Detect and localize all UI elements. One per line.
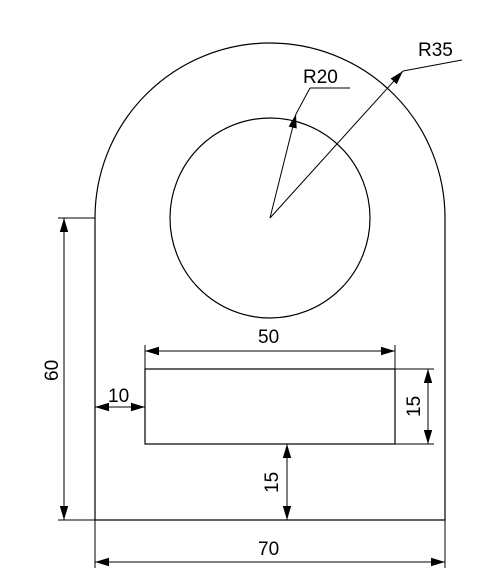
inner-hole <box>169 117 371 319</box>
dim-width: 70 <box>94 520 446 568</box>
dim-height: 60 <box>42 217 95 521</box>
slot-base-gap-label: 15 <box>262 472 283 493</box>
dim-slot-offset: 10 <box>95 386 145 412</box>
slot-width-label: 50 <box>258 327 279 348</box>
height-label: 60 <box>42 360 63 381</box>
part-outline <box>94 42 446 521</box>
r20-label: R20 <box>303 67 338 88</box>
r20-leader: R20 <box>269 67 350 219</box>
slot-offset-label: 10 <box>108 386 129 407</box>
r35-leader: R35 <box>269 40 463 219</box>
dim-slot-height: 15 <box>395 368 434 445</box>
dim-slot-width: 50 <box>144 327 396 369</box>
dim-slot-base-gap: 15 <box>262 444 292 520</box>
r35-label: R35 <box>418 40 453 61</box>
slot-rectangle <box>144 368 396 445</box>
slot-height-label: 15 <box>404 396 425 417</box>
width-label: 70 <box>258 539 279 560</box>
